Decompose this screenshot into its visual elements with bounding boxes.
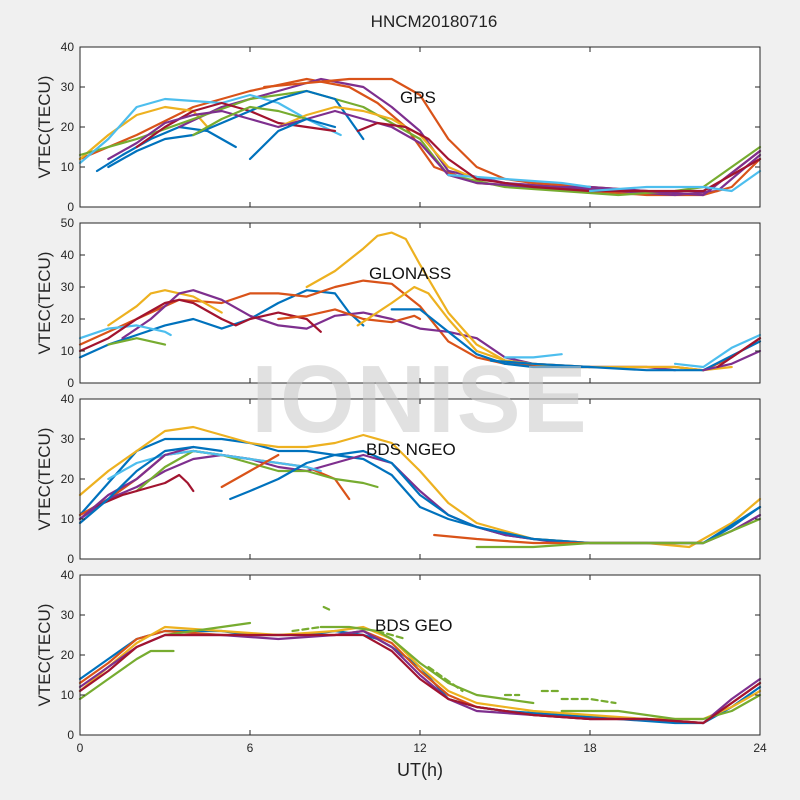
- series-line-2: [107, 289, 223, 327]
- series-line-11: [220, 453, 280, 489]
- y-tick-label: 20: [61, 472, 75, 486]
- plot-area: [80, 575, 760, 735]
- series-line-6: [78, 298, 322, 353]
- series-line-12: [427, 665, 464, 693]
- panel-1: 0 10 20 30 40 50 VTEC(TECU) GLONASS: [35, 216, 762, 390]
- panel-label: BDS NGEO: [366, 440, 456, 459]
- x-tick-label: 12: [413, 741, 427, 755]
- series-line-0: [78, 289, 365, 359]
- y-tick-label: 30: [61, 432, 75, 446]
- series-line-10: [78, 445, 195, 521]
- panel-label: GLONASS: [369, 264, 451, 283]
- y-tick-label: 10: [61, 160, 75, 174]
- series-line-10: [503, 353, 563, 359]
- series-line-9: [277, 105, 478, 181]
- y-tick-label: 0: [67, 200, 74, 214]
- series-line-5: [107, 449, 322, 481]
- series-line-8: [78, 633, 762, 725]
- series-line-7: [107, 89, 365, 169]
- y-tick-label: 10: [61, 512, 75, 526]
- y-axis-label: VTEC(TECU): [35, 428, 54, 531]
- y-tick-label: 30: [61, 608, 75, 622]
- y-tick-label: 0: [67, 728, 74, 742]
- y-tick-label: 20: [61, 120, 75, 134]
- series-line-8: [277, 308, 422, 324]
- series-line-9: [291, 625, 322, 633]
- series-line-13: [390, 308, 762, 372]
- series-line-4: [78, 649, 175, 701]
- y-tick-label: 40: [61, 568, 75, 582]
- y-tick-label: 0: [67, 552, 74, 566]
- panel-label: BDS GEO: [375, 616, 452, 635]
- series-line-9: [475, 517, 762, 549]
- plot-area: [80, 223, 760, 383]
- series-line-10: [322, 605, 334, 613]
- series-line-7: [305, 231, 733, 372]
- plot-area: [80, 47, 760, 207]
- series-line-4: [107, 337, 167, 346]
- series-line-14: [702, 349, 762, 372]
- series-line-13: [356, 121, 762, 193]
- y-axis-label: VTEC(TECU): [35, 252, 54, 355]
- series-line-12: [78, 445, 223, 525]
- series-line-6: [319, 625, 535, 705]
- figure-title: HNCM20180716: [370, 12, 498, 31]
- y-tick-label: 40: [61, 392, 75, 406]
- y-tick-label: 40: [61, 248, 75, 262]
- y-tick-label: 20: [61, 312, 75, 326]
- y-tick-label: 0: [67, 376, 74, 390]
- x-tick-label: 0: [77, 741, 84, 755]
- series-line-12: [447, 173, 592, 189]
- series-line-0: [95, 125, 237, 173]
- series-line-5: [163, 621, 252, 637]
- plot-area: [80, 399, 760, 559]
- y-tick-label: 20: [61, 648, 75, 662]
- y-tick-label: 10: [61, 688, 75, 702]
- series-line-15: [588, 169, 762, 193]
- panel-2: 0 10 20 30 40 VTEC(TECU) BDS NGEO: [35, 392, 762, 566]
- y-tick-label: 40: [61, 40, 75, 54]
- series-line-7: [560, 693, 762, 721]
- series-line-15: [716, 337, 762, 369]
- series-line-15: [560, 697, 617, 705]
- y-tick-label: 10: [61, 344, 75, 358]
- series-line-14: [248, 117, 337, 161]
- y-tick-label: 30: [61, 80, 75, 94]
- y-axis-label: VTEC(TECU): [35, 76, 54, 179]
- series-line-5: [78, 324, 172, 340]
- series-line-6: [135, 101, 337, 149]
- panel-0: 0 10 20 30 40 VTEC(TECU) GPS: [35, 40, 762, 214]
- series-line-11: [673, 333, 762, 369]
- series-line-11: [192, 105, 308, 137]
- y-tick-label: 50: [61, 216, 75, 230]
- x-axis-label: UT(h): [397, 760, 443, 780]
- panel-label: GPS: [400, 88, 436, 107]
- series-line-6: [93, 473, 195, 509]
- x-tick-label: 18: [583, 741, 597, 755]
- x-tick-label: 24: [753, 741, 767, 755]
- series-line-4: [135, 449, 379, 493]
- panel-3: 0 10 20 30 40 0 6 12 18 24 VTEC(TECU) BDS GEO: [35, 568, 767, 755]
- series-line-11: [376, 629, 407, 641]
- y-tick-label: 30: [61, 280, 75, 294]
- y-axis-label: VTEC(TECU): [35, 604, 54, 707]
- x-tick-label: 6: [247, 741, 254, 755]
